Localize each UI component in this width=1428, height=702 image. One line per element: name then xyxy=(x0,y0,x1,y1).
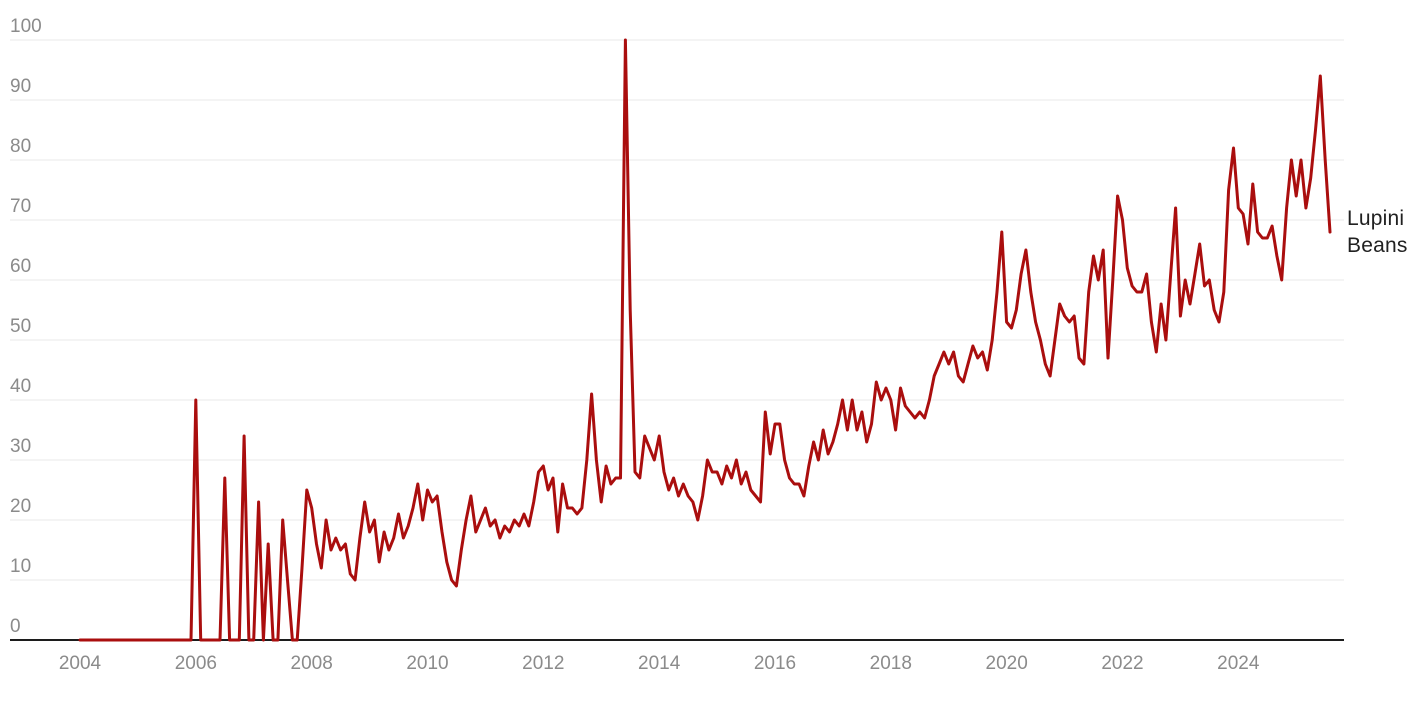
x-tick-label: 2010 xyxy=(406,653,448,674)
y-tick-label: 70 xyxy=(10,196,31,217)
y-tick-label: 0 xyxy=(10,616,21,637)
y-tick-label: 80 xyxy=(10,136,31,157)
y-tick-label: 60 xyxy=(10,256,31,277)
y-tick-label: 20 xyxy=(10,496,31,517)
x-tick-label: 2012 xyxy=(522,653,564,674)
x-tick-label: 2016 xyxy=(754,653,796,674)
y-tick-label: 90 xyxy=(10,76,31,97)
x-tick-label: 2024 xyxy=(1217,653,1260,674)
x-tick-label: 2006 xyxy=(175,653,217,674)
y-tick-label: 100 xyxy=(10,16,42,37)
x-tick-label: 2020 xyxy=(986,653,1028,674)
x-tick-label: 2008 xyxy=(291,653,333,674)
x-tick-label: 2022 xyxy=(1101,653,1143,674)
x-tick-label: 2018 xyxy=(870,653,912,674)
y-tick-label: 50 xyxy=(10,316,31,337)
trend-line-lupini-beans[interactable] xyxy=(78,38,1332,642)
y-tick-label: 10 xyxy=(10,556,31,577)
series-label: Lupini Beans xyxy=(1347,207,1408,257)
x-tick-label: 2014 xyxy=(638,653,681,674)
y-tick-label: 30 xyxy=(10,436,31,457)
y-tick-label: 40 xyxy=(10,376,31,397)
x-tick-label: 2004 xyxy=(59,653,102,674)
